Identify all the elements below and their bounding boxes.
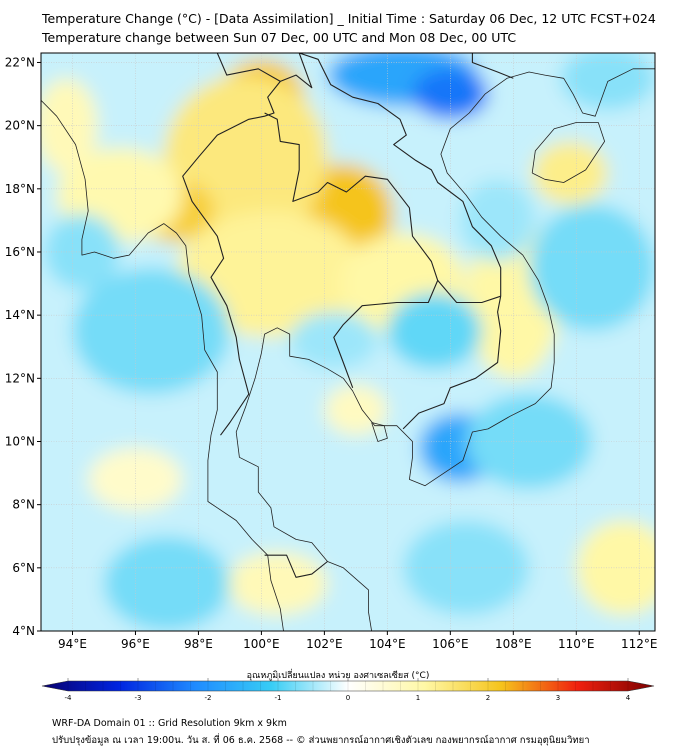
lon-tick-label: 104°E — [369, 637, 406, 651]
field-blob — [560, 53, 655, 110]
lon-axis: 94°E 96°E 98°E 100°E 102°E 104°E 106°E 108°E 110… — [58, 631, 658, 651]
colorbar-title: อุณหภูมิเปลี่ยนแปลง หน่วย องศาเซลเซียส (… — [246, 671, 430, 681]
field-blob — [88, 447, 183, 511]
footer-line1: WRF-DA Domain 01 :: Grid Resolution 9km … — [52, 718, 287, 729]
field-blob — [576, 520, 655, 616]
field-blob — [529, 204, 655, 331]
coastline — [235, 68, 655, 631]
lat-tick-label: 14°N — [5, 308, 35, 322]
colorbar-tick-label: -4 — [65, 694, 73, 700]
lat-tick-label: 4°N — [12, 624, 35, 638]
lon-tick-label: 110°E — [558, 637, 595, 651]
lon-tick-label: 102°E — [306, 637, 343, 651]
lat-tick-label: 8°N — [12, 498, 35, 512]
field-blob — [532, 141, 608, 205]
lon-tick-label: 96°E — [121, 637, 150, 651]
lon-tick-label: 100°E — [243, 637, 280, 651]
colorbar-tick-label: 1 — [416, 694, 420, 700]
lat-tick-label: 22°N — [5, 55, 35, 69]
borders-layer — [182, 53, 514, 578]
lat-axis: 22°N 20°N 18°N 16°N 14°N 12°N 10°N 8°N 6°N 4°N — [5, 55, 41, 638]
colorbar-ticks: -4 -3 -2 -1 0 1 2 3 4 — [65, 678, 631, 700]
lon-tick-label: 106°E — [432, 637, 469, 651]
field-blob — [289, 311, 378, 369]
country-border — [264, 112, 439, 388]
colorbar-tick-label: -1 — [275, 694, 282, 700]
coastline — [41, 99, 284, 631]
field-blob — [72, 267, 230, 395]
country-border — [437, 280, 501, 304]
lat-tick-label: 20°N — [5, 119, 35, 133]
country-border — [182, 53, 313, 436]
field-blob — [412, 68, 489, 120]
colorbar-tick-label: 2 — [486, 694, 490, 700]
colorbar-tick-label: -3 — [135, 694, 142, 700]
footer-line2: ปรับปรุงข้อมูล ณ เวลา 19:00น. วัน ส. ที่… — [52, 735, 590, 746]
chart-title-line1: Temperature Change (°C) - [Data Assimila… — [42, 11, 656, 26]
lat-tick-label: 12°N — [5, 371, 35, 385]
field-blob — [226, 552, 328, 616]
lon-tick-label: 98°E — [184, 637, 213, 651]
map-figure: 22°N 20°N 18°N 16°N 14°N 12°N 10°N 8°N 6°N 4°N 94… — [5, 52, 658, 700]
lon-tick-label: 112°E — [621, 637, 658, 651]
field-blob — [459, 179, 536, 262]
colorbar-tick-label: 4 — [626, 694, 631, 700]
country-border — [402, 296, 502, 430]
colorbar-tick-label: -2 — [205, 694, 212, 700]
field-blob — [324, 384, 388, 436]
country-border — [264, 554, 328, 578]
field-blob — [387, 293, 482, 369]
temperature-field-layer — [41, 53, 655, 631]
coastlines-layer — [41, 68, 655, 631]
lat-tick-label: 18°N — [5, 182, 35, 196]
country-border — [384, 53, 514, 79]
coastline — [371, 422, 388, 442]
lon-tick-label: 94°E — [58, 637, 87, 651]
lat-tick-label: 6°N — [12, 561, 35, 575]
lat-tick-label: 10°N — [5, 434, 35, 448]
country-border — [299, 53, 502, 297]
map-plot-area — [40, 52, 656, 632]
coastline — [531, 122, 605, 183]
lon-tick-label: 108°E — [495, 637, 532, 651]
map-frame — [40, 52, 656, 632]
colorbar-tick-label: 3 — [556, 694, 560, 700]
country-border — [216, 53, 281, 82]
colorbar: -4 -3 -2 -1 0 1 2 3 4 — [41, 678, 655, 700]
field-blob — [103, 536, 230, 631]
chart-title-line2: Temperature change between Sun 07 Dec, 0… — [42, 30, 517, 45]
colorbar-tick-label: 0 — [346, 694, 350, 700]
lat-tick-label: 16°N — [5, 245, 35, 259]
field-blob — [176, 210, 366, 338]
